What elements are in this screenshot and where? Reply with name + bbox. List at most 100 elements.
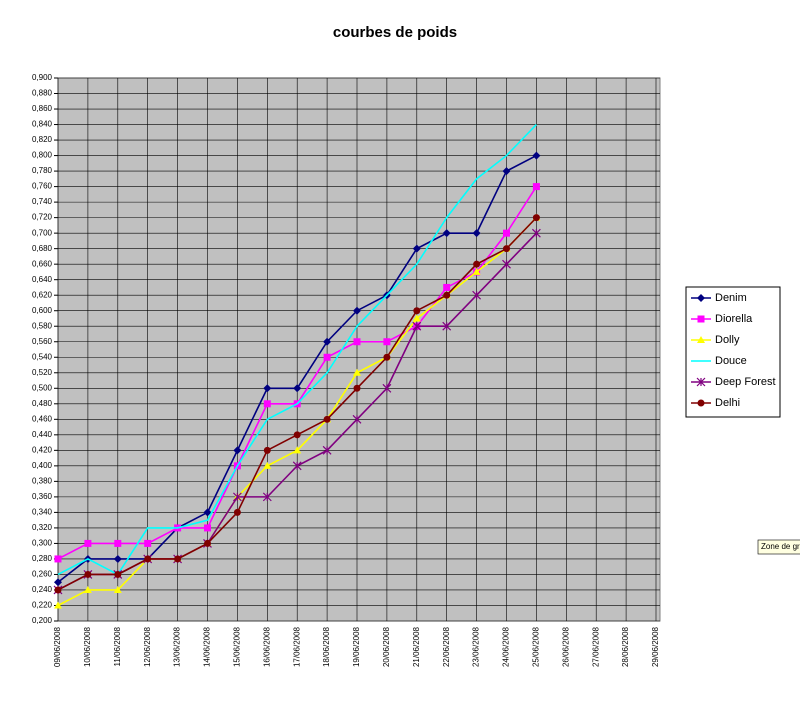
marker [472,229,481,238]
marker [263,446,271,454]
x-tick-label: 21/06/2008 [412,626,421,667]
marker [353,338,361,346]
marker [472,267,481,275]
y-tick-label: 0,580 [32,321,53,330]
y-tick-label: 0,260 [32,570,53,579]
tooltip: Zone de gra [761,542,800,551]
marker [412,244,421,253]
plot-area [57,77,661,622]
marker [232,492,242,502]
y-tick-label: 0,360 [32,492,53,501]
marker [144,539,152,547]
marker [263,400,271,408]
y-tick-label: 0,240 [32,585,53,594]
x-tick-label: 18/06/2008 [322,626,331,667]
marker [323,415,331,423]
x-tick-label: 28/06/2008 [621,626,630,667]
y-tick-label: 0,720 [32,213,53,222]
x-tick-label: 25/06/2008 [532,626,541,667]
y-tick-label: 0,280 [32,554,53,563]
y-tick-label: 0,520 [32,368,53,377]
x-tick-label: 22/06/2008 [442,626,451,667]
y-tick-label: 0,600 [32,306,53,315]
y-tick-label: 0,300 [32,539,53,548]
legend-marker [697,294,705,302]
y-tick-label: 0,780 [32,166,53,175]
legend-label: Deep Forest [715,376,776,388]
marker [114,570,122,578]
y-tick-label: 0,480 [32,399,53,408]
legend-marker [697,399,705,407]
marker [293,384,302,393]
legend-label: Denim [715,292,747,304]
y-tick-label: 0,420 [32,445,53,454]
marker [293,446,302,454]
y-tick-label: 0,500 [32,383,53,392]
x-tick-label: 11/06/2008 [113,626,122,666]
y-tick-label: 0,640 [32,275,53,284]
marker [503,245,510,253]
marker [114,539,122,547]
marker [353,384,361,392]
marker [473,260,481,268]
y-tick-label: 0,540 [32,352,53,361]
x-tick-label: 23/06/2008 [472,626,481,667]
marker [83,585,92,593]
marker [322,445,332,455]
series [57,123,537,576]
y-tick-label: 0,440 [32,430,53,439]
x-tick-label: 26/06/2008 [561,626,570,667]
marker [502,259,511,269]
marker [54,601,62,609]
marker [503,229,510,237]
marker [203,508,212,517]
marker [443,283,451,291]
marker [383,338,391,346]
marker [174,555,182,563]
y-tick-label: 0,680 [32,244,53,253]
legend-marker-shape [697,399,705,407]
y-tick-label: 0,620 [32,290,53,299]
y-tick-label: 0,560 [32,337,53,346]
marker [412,321,422,331]
legend-marker-shape [697,336,705,343]
marker [262,492,272,502]
marker [383,353,391,361]
series [54,151,541,587]
x-tick-label: 24/06/2008 [502,626,511,667]
x-tick-label: 12/06/2008 [143,626,152,667]
marker [353,306,361,315]
y-tick-label: 0,340 [32,508,53,517]
marker [323,337,332,346]
legend-marker [697,315,705,323]
y-tick-label: 0,660 [32,259,53,268]
marker [352,414,362,424]
marker [353,368,361,376]
marker [532,183,540,191]
x-tick-label: 16/06/2008 [262,626,271,667]
marker [233,508,241,516]
marker [113,554,122,563]
marker [54,586,62,594]
marker [532,214,540,222]
marker [382,383,392,393]
y-tick-label: 0,820 [32,135,53,144]
tooltip-box [757,539,800,555]
y-tick-label: 0,740 [32,197,53,206]
x-tick-label: 27/06/2008 [591,626,600,667]
marker [263,461,272,469]
x-tick-label: 09/06/2008 [53,626,62,667]
x-tick-label: 10/06/2008 [83,626,92,667]
y-tick-label: 0,900 [32,73,53,82]
x-tick-label: 19/06/2008 [352,626,361,667]
legend-marker-shape [697,315,705,323]
marker [293,431,301,439]
y-tick-label: 0,700 [32,228,53,237]
legend [685,286,781,418]
marker [54,555,62,563]
legend-marker [697,336,705,343]
marker [502,167,511,176]
y-tick-label: 0,320 [32,523,53,532]
marker [113,585,122,593]
